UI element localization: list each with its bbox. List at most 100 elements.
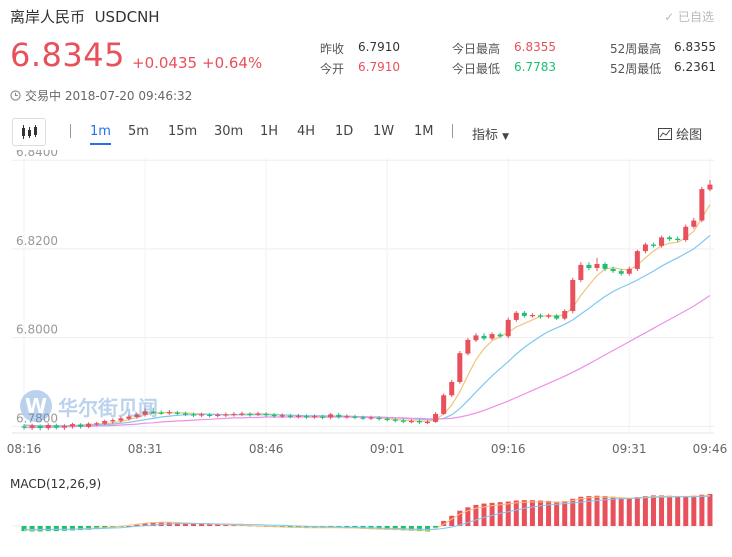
candle-body [287,415,293,417]
moving-average-line-3 [24,294,711,429]
interval-tab-1m[interactable]: 1m [90,124,111,145]
macd-histogram-bar [215,523,221,526]
macd-histogram-bar [570,498,576,526]
candle-body [360,417,366,419]
macd-histogram-bar [457,510,463,526]
macd-histogram-bar [134,524,140,526]
draw-label: 绘图 [676,128,703,143]
candle-body [199,414,205,416]
macd-histogram-bar [416,526,422,532]
macd-histogram-bar [408,526,414,531]
candle-body [699,189,705,221]
macd-histogram-bar [618,497,624,526]
macd-histogram-bar [489,502,495,526]
status-text: 交易中 2018-07-20 09:46:32 [25,89,193,103]
candle-body [497,334,503,337]
chart-type-button[interactable] [12,118,46,146]
price-chart[interactable]: 6.8400 6.8200 6.8000 6.7800 08:16 08:31 08:46 0… [0,150,732,557]
macd-histogram-bar [150,522,156,526]
macd-histogram-bar [199,523,205,526]
candle-body [529,315,535,317]
candle-body [102,421,108,424]
candle-body [320,416,326,418]
candle-body [158,412,164,414]
macd-histogram-bar [634,497,640,526]
candle-body [521,312,527,316]
toolbar-divider [452,124,453,138]
trading-status: 交易中 2018-07-20 09:46:32 [10,87,192,104]
candle-body [94,423,100,425]
macd-histogram-bar [707,494,713,526]
brand-logo-icon: W [20,390,52,422]
candle-body [376,417,382,420]
indicator-label: 指标 [472,128,499,143]
candle-body [61,425,67,428]
macd-histogram-bar [667,495,673,526]
macd-histogram-bar [626,498,632,526]
macd-histogram-bar [287,526,293,528]
candle-body [562,311,568,319]
candle-body [400,420,406,422]
candle-body [594,264,600,268]
candle-body [465,339,471,354]
candle-body [110,420,116,422]
candle-body [602,264,608,269]
y-tick-label: 6.8400 [16,150,58,159]
macd-histogram-bar [384,526,390,530]
interval-tab-30m[interactable]: 30m [214,124,244,139]
candle-body [586,264,592,268]
interval-tab-1m[interactable]: 1M [414,124,434,139]
price-change: +0.0435 [132,54,198,72]
candle-body [215,414,221,417]
candle-body [45,425,51,429]
candle-body [546,315,552,317]
x-tick-label: 09:31 [612,442,647,456]
watchlist-toggle[interactable]: ✓ 已自选 [664,8,714,25]
x-tick-label: 08:31 [128,442,163,456]
macd-histogram-bar [505,501,511,526]
macd-label: MACD(12,26,9) [10,477,101,491]
candle-body [457,353,463,382]
interval-tab-5m[interactable]: 5m [128,124,149,139]
candle-body [642,244,648,252]
macd-histogram-bar [441,520,447,526]
macd-histogram-bar [182,522,188,526]
macd-histogram-bar [562,501,568,526]
macd-histogram-bar [190,522,197,526]
candle-body [174,412,180,414]
interval-tab-1w[interactable]: 1W [373,124,395,139]
macd-histogram-bar [521,500,527,526]
candle-body [691,220,697,227]
y-tick-label: 6.7800 [16,411,58,425]
macd-histogram-bar [497,502,503,526]
interval-tab-15m[interactable]: 15m [168,124,198,139]
candle-body [37,425,43,429]
candle-body [473,335,479,341]
macd-histogram-bar [602,496,608,526]
interval-tab-4h[interactable]: 4H [297,124,316,139]
indicator-dropdown[interactable]: 指标 ▼ [472,124,509,143]
price-change-percent: +0.64% [202,54,263,72]
interval-tab-1h[interactable]: 1H [260,124,279,139]
macd-histogram-bar [223,524,229,526]
candle-body [384,418,390,421]
watermark-text: 华尔街见闻 [58,395,158,420]
candle-body [352,416,358,418]
watermark: W 华尔街见闻 [20,390,158,422]
candle-body [344,416,350,418]
macd-histogram-bar [29,526,35,532]
x-tick-label: 09:46 [693,442,728,456]
open-value: 6.7910 [358,60,400,74]
candle-body [295,415,301,417]
macd-histogram-bar [174,522,180,526]
candle-body [303,416,309,418]
draw-tool-button[interactable]: 绘图 [658,124,702,143]
x-tick-label: 09:01 [370,442,405,456]
macd-histogram-bar [21,526,27,532]
macd-histogram-bar [578,496,584,526]
interval-tab-1d[interactable]: 1D [335,124,354,139]
macd-histogram-bar [142,523,148,526]
candle-body [231,413,237,416]
macd-histogram-bar [650,495,656,526]
candle-body [239,413,245,415]
